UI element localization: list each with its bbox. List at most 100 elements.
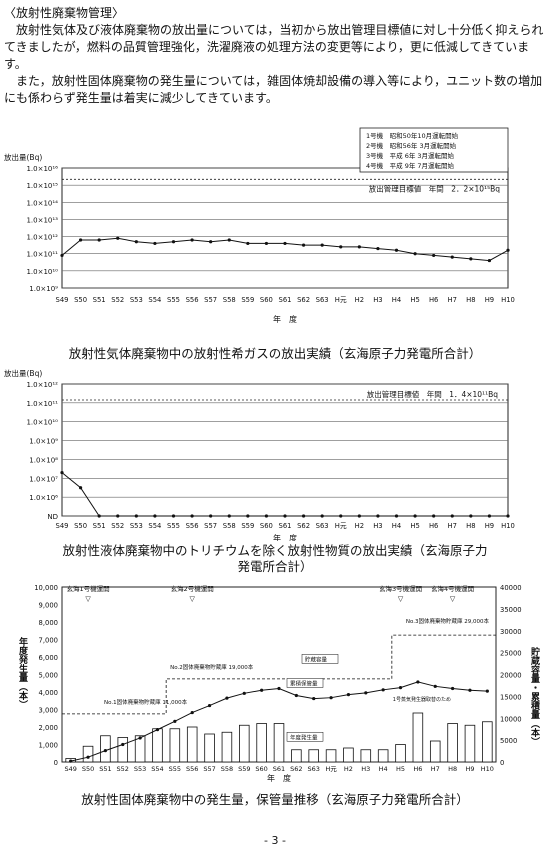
data-point xyxy=(153,241,157,246)
data-point xyxy=(301,514,306,518)
y-tick-label: 1.0×10¹² xyxy=(26,234,58,242)
x-tick-label: S52 xyxy=(111,296,124,304)
y2-tick-label: 20000 xyxy=(500,672,522,680)
cumulative-point xyxy=(242,691,246,695)
y-tick-label: 0 xyxy=(54,759,58,767)
unit-start-annotation: 玄海2号機運開 xyxy=(171,584,214,593)
x-tick-label: S57 xyxy=(203,765,215,773)
x-tick-label: H3 xyxy=(373,522,382,530)
legend-entry: 2号機 昭和56年 3月運転開始 xyxy=(366,141,457,150)
capacity-label: No.1固体廃棄物貯蔵庫 11,000本 xyxy=(104,698,188,706)
data-point xyxy=(283,241,287,246)
generation-bar xyxy=(325,749,337,763)
x-tick-label: S56 xyxy=(186,296,199,304)
chart2-caption: 放射性液体廃棄物中のトリチウムを除く放射性物質の放出実績（玄海原子力発電所合計） xyxy=(62,543,488,574)
y2-tick-label: 40000 xyxy=(500,584,522,592)
data-point xyxy=(357,245,361,249)
generation-bar xyxy=(256,723,267,763)
x-tick-label: H8 xyxy=(448,765,457,773)
x-tick-label: S59 xyxy=(241,296,254,304)
cumulative-point xyxy=(190,710,194,715)
data-point xyxy=(376,514,380,518)
data-point xyxy=(487,514,492,518)
y-tick-label: 1.0×10¹¹ xyxy=(26,251,58,259)
y-tick-label: 1.0×10¹⁰ xyxy=(26,419,58,427)
x-tick-label: S62 xyxy=(297,522,310,530)
data-point xyxy=(394,248,399,252)
unit-start-annotation: 玄海3号機運開 xyxy=(379,584,422,593)
x-tick-label: S52 xyxy=(111,522,124,530)
x-tick-label: S53 xyxy=(134,765,146,773)
data-point xyxy=(134,240,138,244)
y2-axis-label: 貯蔵容量・累積量（本） xyxy=(529,646,541,746)
x-tick-label: H2 xyxy=(355,522,364,530)
cumulative-point xyxy=(381,688,385,692)
y-tick-label: 5,000 xyxy=(39,672,58,680)
data-point xyxy=(339,245,343,249)
x-tick-label: H3 xyxy=(361,765,370,773)
capacity-label: No.2固体廃棄物貯蔵庫 19,000本 xyxy=(170,663,254,671)
x-tick-label: S55 xyxy=(167,522,180,530)
generation-bar xyxy=(204,733,215,763)
data-point xyxy=(171,514,176,518)
x-tick-label: H5 xyxy=(410,522,419,530)
chart-solid-waste: 0 1,000 2,000 3,000 4,000 5,000 6,000 7,000 8,00… xyxy=(0,577,550,787)
data-point xyxy=(190,514,194,518)
x-tick-label: S61 xyxy=(273,765,285,773)
cumulative-point xyxy=(294,693,298,698)
x-tick-label: H元 xyxy=(335,296,347,304)
legend-entry: 1号機 昭和50年10月運転開始 xyxy=(366,131,459,140)
legend-entry: 累積保管量 xyxy=(290,679,318,687)
x-axis-label: 年 度 xyxy=(273,533,297,541)
y2-tick-label: 30000 xyxy=(500,628,522,636)
data-point xyxy=(78,238,83,242)
generation-bar xyxy=(429,740,441,763)
x-tick-label: S49 xyxy=(56,522,69,530)
data-point xyxy=(246,514,250,518)
y-tick-label: 8,000 xyxy=(39,619,58,627)
series-line xyxy=(61,472,508,517)
x-tick-label: S50 xyxy=(82,765,94,773)
y-axis-label: 放出量(Bq) xyxy=(4,368,42,378)
x-tick-label: H7 xyxy=(448,522,457,530)
generation-bar xyxy=(343,747,354,763)
generation-bar xyxy=(169,728,181,763)
data-point xyxy=(190,238,194,242)
x-tick-label: S55 xyxy=(169,765,181,773)
data-point xyxy=(209,514,213,518)
x-tick-label: S59 xyxy=(241,522,254,530)
y-tick-label: 1.0×10¹³ xyxy=(26,216,58,224)
x-tick-label: S49 xyxy=(64,765,76,773)
x-tick-label: H8 xyxy=(466,296,475,304)
x-tick-label: S58 xyxy=(223,522,236,530)
cumulative-point xyxy=(121,742,125,747)
cumulative-point xyxy=(277,686,281,691)
data-point xyxy=(264,241,269,246)
x-tick-label: S63 xyxy=(308,765,320,773)
x-tick-label: H6 xyxy=(429,296,438,304)
legend-box xyxy=(301,654,339,664)
generation-bar xyxy=(221,731,233,763)
x-tick-label: S51 xyxy=(99,765,111,773)
legend-entry: 3号機 平成 6年 3月運転開始 xyxy=(366,151,455,160)
x-tick-label: S59 xyxy=(238,765,250,773)
x-tick-label: S61 xyxy=(279,296,292,304)
data-point xyxy=(153,514,157,518)
data-point xyxy=(357,514,361,518)
series-line xyxy=(61,237,509,262)
data-point xyxy=(283,514,287,518)
cumulative-point xyxy=(364,691,368,695)
data-point xyxy=(116,236,120,240)
unit-start-annotation: 玄海1号機運開 xyxy=(66,584,109,593)
y-tick-label: 1.0×10⁷ xyxy=(29,475,58,483)
y-tick-label: 4,000 xyxy=(39,689,58,697)
y-axis-label: 年度発生量（本） xyxy=(17,636,29,709)
data-point xyxy=(413,514,417,518)
x-tick-label: S60 xyxy=(260,296,273,304)
x-tick-label: S61 xyxy=(279,522,292,530)
x-tick-label: H2 xyxy=(355,296,364,304)
y2-tick-label: 25000 xyxy=(500,650,522,658)
data-point xyxy=(227,514,231,518)
down-arrow-icon: ▽ xyxy=(190,595,196,603)
cumulative-point xyxy=(138,736,142,740)
